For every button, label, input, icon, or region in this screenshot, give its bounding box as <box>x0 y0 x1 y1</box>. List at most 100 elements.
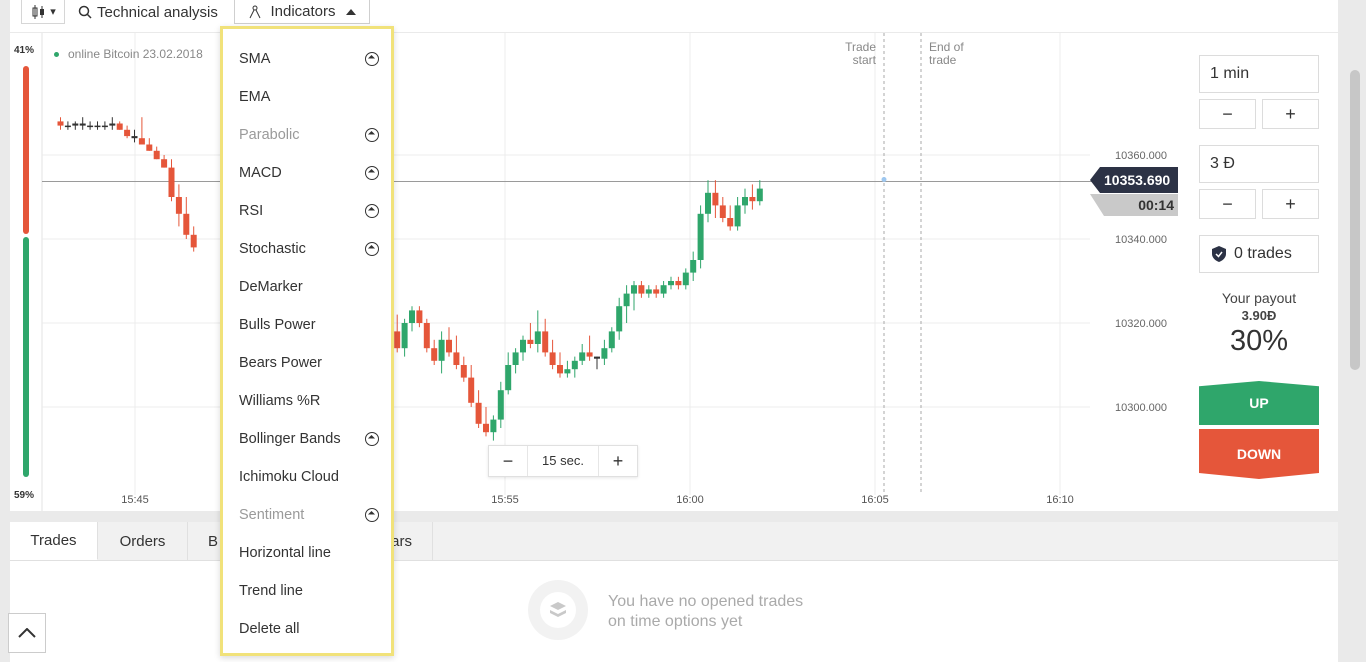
settings-arrow-icon[interactable] <box>365 204 379 218</box>
candle-body <box>394 331 401 349</box>
candle-body <box>116 123 123 130</box>
candle-body <box>101 125 108 128</box>
asset-label: online Bitcoin 23.02.2018 <box>54 47 203 61</box>
candle-body <box>631 285 637 294</box>
candle-body <box>534 331 541 344</box>
payout-label: Your payout <box>1221 290 1297 306</box>
indicator-item-macd[interactable]: MACD <box>239 154 379 192</box>
candle-body <box>87 125 94 128</box>
settings-arrow-icon[interactable] <box>365 432 379 446</box>
live-dot-icon <box>54 51 59 57</box>
indicator-item-sma[interactable]: SMA <box>239 40 379 78</box>
up-button[interactable]: UP <box>1199 381 1319 425</box>
settings-arrow-icon[interactable] <box>365 166 379 180</box>
zoom-out-button[interactable]: − <box>502 450 514 471</box>
indicator-item-bollinger-bands[interactable]: Bollinger Bands <box>239 420 379 458</box>
chart-panel: 10360.000 10340.000 10320.000 10300.000 15:4… <box>10 33 1338 511</box>
payout-value: 3.90Đ <box>1241 308 1277 323</box>
y-tick-label: 10320.000 <box>1115 318 1167 330</box>
candle-body <box>697 213 704 260</box>
end-of-trade-label: End of trade <box>929 41 964 67</box>
candle-body <box>190 234 197 248</box>
candle-body <box>475 402 482 424</box>
current-price-tag: 10353.690 <box>1090 167 1178 193</box>
page-scrollbar-thumb[interactable] <box>1350 70 1360 370</box>
sentiment-bar-buy <box>23 237 29 477</box>
candle-body <box>124 129 131 137</box>
candle-body <box>557 365 563 374</box>
duration-input[interactable]: 1 min <box>1199 55 1319 93</box>
top-toolbar: ▾ Technical analysis Indicators <box>10 0 1338 32</box>
chart-type-button[interactable]: ▾ <box>21 0 65 24</box>
empty-state-icon <box>528 580 588 640</box>
tab-trades[interactable]: Trades <box>10 522 98 560</box>
candle-body <box>453 352 460 365</box>
candle-body <box>483 423 489 433</box>
candle-body <box>705 192 711 214</box>
empty-state-line2: on time options yet <box>608 613 743 630</box>
indicator-label: Horizontal line <box>239 545 331 561</box>
candle-body <box>64 125 71 128</box>
candle-body <box>586 352 593 357</box>
empty-state-line1: You have no opened trades <box>608 593 804 610</box>
settings-arrow-icon[interactable] <box>365 128 379 142</box>
candle-body <box>594 356 600 359</box>
candle-body <box>423 323 430 349</box>
candle-body <box>72 123 79 126</box>
zoom-in-button[interactable]: + <box>612 450 624 471</box>
candle-body <box>571 360 578 370</box>
duration-plus-button[interactable]: + <box>1262 99 1319 129</box>
indicator-label: Bollinger Bands <box>239 431 341 447</box>
tab-orders[interactable]: Orders <box>98 522 188 560</box>
bottom-panel: Trades Orders B ars You have no opened t… <box>10 522 1338 662</box>
asset-name: online Bitcoin 23.02.2018 <box>68 47 203 61</box>
candle-body <box>623 293 630 307</box>
candle-body <box>512 352 519 365</box>
collapse-panel-button[interactable] <box>8 613 46 653</box>
duration-minus-button[interactable]: − <box>1199 99 1256 129</box>
indicator-item-bulls-power[interactable]: Bulls Power <box>239 306 379 344</box>
countdown-tag: 00:14 <box>1090 194 1178 216</box>
indicator-item-bears-power[interactable]: Bears Power <box>239 344 379 382</box>
amount-plus-button[interactable]: + <box>1262 189 1319 219</box>
settings-arrow-icon[interactable] <box>365 52 379 66</box>
indicator-item-williams-r[interactable]: Williams %R <box>239 382 379 420</box>
candle-body <box>749 197 756 202</box>
indicator-item-ichimoku-cloud[interactable]: Ichimoku Cloud <box>239 458 379 496</box>
indicator-label: Ichimoku Cloud <box>239 469 339 485</box>
amount-input[interactable]: 3 Đ <box>1199 145 1319 183</box>
settings-arrow-icon[interactable] <box>365 242 379 256</box>
sentiment-top-percent: 41% <box>14 45 35 56</box>
candle-body <box>416 310 423 323</box>
candle-body <box>616 306 623 332</box>
technical-analysis-button[interactable]: Technical analysis <box>78 2 218 22</box>
candle-body <box>675 281 682 286</box>
x-tick-label: 15:55 <box>491 494 519 506</box>
chevron-up-icon <box>18 628 36 638</box>
indicators-button[interactable]: Indicators <box>234 0 370 24</box>
candle-body <box>497 390 504 420</box>
indicator-label: Trend line <box>239 583 303 599</box>
indicator-label: Parabolic <box>239 127 300 143</box>
indicator-item-trend-line[interactable]: Trend line <box>239 572 379 610</box>
indicator-item-demarker[interactable]: DeMarker <box>239 268 379 306</box>
indicator-item-stochastic[interactable]: Stochastic <box>239 230 379 268</box>
indicator-item-parabolic[interactable]: Parabolic <box>239 116 379 154</box>
indicator-item-horizontal-line[interactable]: Horizontal line <box>239 534 379 572</box>
amount-minus-button[interactable]: − <box>1199 189 1256 219</box>
indicator-label: Delete all <box>239 621 300 637</box>
indicators-dropdown: SMA EMA Parabolic MACD RSI Stochastic DeMarker… <box>220 26 394 656</box>
price-chart[interactable]: 10360.000 10340.000 10320.000 10300.000 15:4… <box>10 33 1338 511</box>
caret-up-icon <box>345 8 356 15</box>
indicator-item-rsi[interactable]: RSI <box>239 192 379 230</box>
y-tick-label: 10340.000 <box>1115 234 1167 246</box>
technical-analysis-label: Technical analysis <box>97 3 218 21</box>
indicator-item-sentiment[interactable]: Sentiment <box>239 496 379 534</box>
indicator-item-delete-all[interactable]: Delete all <box>239 610 379 648</box>
down-button[interactable]: DOWN <box>1199 429 1319 479</box>
trades-count-button[interactable]: 0 trades <box>1199 235 1319 273</box>
indicator-label: Bears Power <box>239 355 323 371</box>
indicator-item-ema[interactable]: EMA <box>239 78 379 116</box>
settings-arrow-icon[interactable] <box>365 508 379 522</box>
candle-body <box>742 197 748 206</box>
